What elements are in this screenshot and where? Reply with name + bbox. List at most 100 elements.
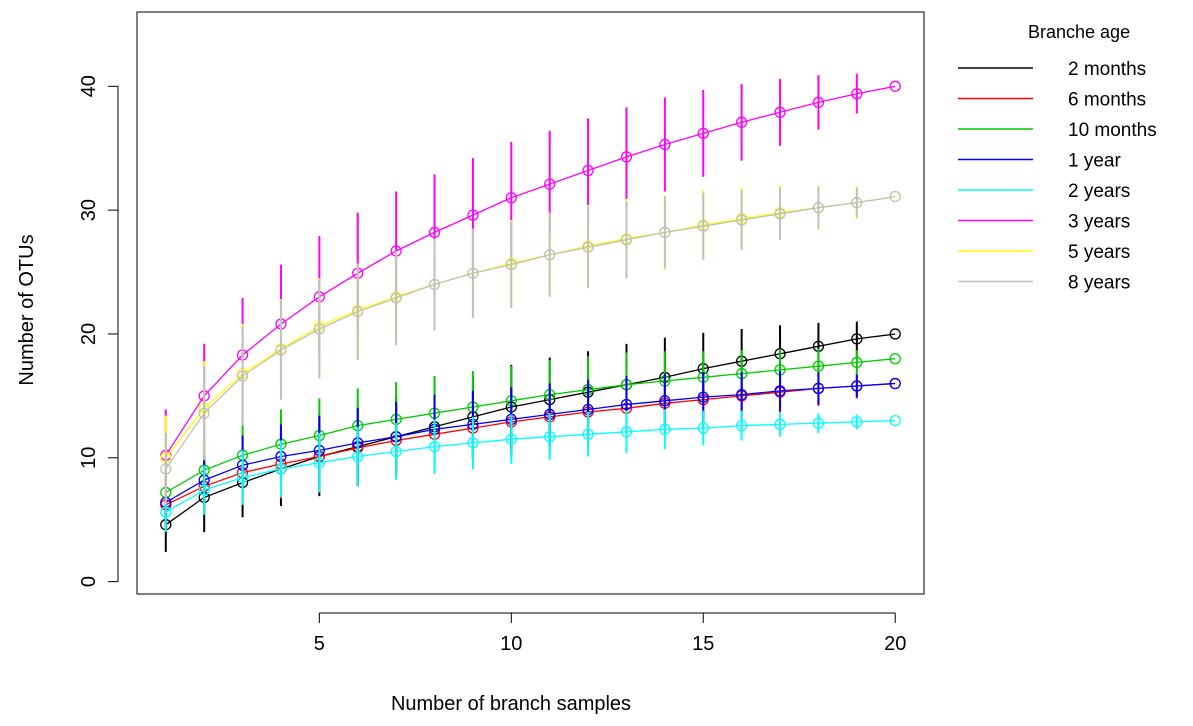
legend-label: 2 months: [1068, 59, 1146, 80]
data-point: [467, 267, 479, 279]
x-tick-label: 15: [692, 633, 714, 655]
data-point: [889, 414, 901, 427]
x-tick-label: 10: [500, 633, 522, 655]
series-line: [165, 85, 896, 456]
data-point: [851, 356, 863, 369]
data-point: [428, 440, 441, 453]
legend-label: 8 years: [1068, 273, 1130, 294]
data-point: [467, 209, 479, 221]
data-point: [236, 370, 249, 382]
data-point: [313, 323, 326, 335]
legend-title: Branche age: [1028, 22, 1130, 42]
data-point: [428, 278, 441, 291]
legend-label: 10 months: [1068, 120, 1157, 141]
data-point: [851, 88, 863, 100]
series-line: [165, 333, 896, 526]
data-point: [889, 328, 901, 340]
data-point: [198, 484, 210, 496]
data-point: [620, 426, 633, 438]
data-point: [275, 344, 287, 356]
x-axis-label: Number of branch samples: [391, 693, 631, 715]
data-point: [697, 127, 709, 140]
y-tick-label: 30: [78, 199, 100, 221]
data-point: [659, 226, 671, 239]
data-point: [544, 178, 556, 190]
data-point: [851, 416, 863, 428]
data-point: [505, 192, 517, 204]
data-point: [735, 388, 748, 401]
data-point: [735, 214, 748, 226]
series-line: [165, 382, 896, 506]
data-point: [236, 471, 249, 484]
data-point: [428, 226, 441, 239]
data-point: [812, 417, 825, 429]
data-point: [390, 445, 402, 458]
data-point: [812, 360, 825, 372]
data-point: [889, 377, 901, 390]
y-axis-label: Number of OTUs: [16, 234, 38, 385]
data-point: [659, 395, 671, 407]
data-point: [851, 380, 863, 392]
data-point: [812, 96, 825, 109]
series-line: [165, 358, 896, 494]
series-line: [165, 419, 896, 513]
y-axis: 0 10 20 30 40: [78, 75, 119, 587]
data-point: [620, 234, 633, 246]
legend-items: 2 months 6 months 10 months 1 year 2 years 3 …: [958, 59, 1157, 294]
data-point: [774, 418, 786, 431]
data-point: [582, 428, 594, 440]
x-tick-label: 5: [314, 633, 325, 655]
x-axis: 5 10 15 20: [314, 612, 906, 655]
legend-label: 6 months: [1068, 90, 1146, 111]
y-tick-label: 20: [78, 323, 100, 345]
data-point: [352, 450, 364, 463]
data-point: [659, 423, 671, 435]
plot-frame: [136, 11, 925, 595]
data-point: [851, 333, 863, 345]
data-point: [505, 433, 517, 445]
legend-label: 1 year: [1068, 151, 1121, 172]
data-point: [467, 437, 479, 449]
data-point: [505, 258, 517, 271]
legend-label: 3 years: [1068, 212, 1130, 233]
data-point: [659, 138, 671, 151]
series-layer: [160, 73, 901, 552]
data-point: [160, 463, 172, 475]
data-point: [735, 116, 748, 128]
data-point: [352, 306, 364, 318]
data-point: [582, 241, 594, 253]
data-point: [889, 353, 901, 365]
series-2-years: [160, 409, 901, 533]
data-point: [851, 197, 863, 209]
series-8-years: [160, 186, 901, 505]
data-point: [697, 422, 709, 434]
series-line: [165, 382, 896, 503]
legend: Branche age 2 months 6 months 10 months 1 y…: [958, 22, 1157, 294]
y-tick-label: 10: [78, 447, 100, 469]
data-point: [544, 249, 556, 261]
data-point: [735, 419, 748, 432]
data-point: [889, 80, 901, 92]
legend-label: 2 years: [1068, 181, 1130, 202]
data-point: [812, 382, 825, 395]
data-point: [774, 106, 786, 118]
data-point: [697, 391, 709, 403]
data-point: [620, 151, 633, 163]
data-point: [812, 202, 825, 214]
data-point: [697, 220, 709, 232]
data-point: [275, 463, 287, 475]
y-tick-label: 40: [78, 75, 100, 97]
y-tick-label: 0: [78, 576, 100, 587]
data-point: [582, 164, 594, 177]
x-tick-label: 20: [884, 633, 906, 655]
legend-label: 5 years: [1068, 242, 1130, 263]
data-point: [198, 407, 210, 419]
data-point: [313, 457, 326, 469]
data-point: [774, 385, 786, 397]
data-point: [774, 208, 786, 220]
series-line: [165, 195, 896, 470]
data-point: [620, 398, 633, 411]
data-point: [544, 431, 556, 443]
